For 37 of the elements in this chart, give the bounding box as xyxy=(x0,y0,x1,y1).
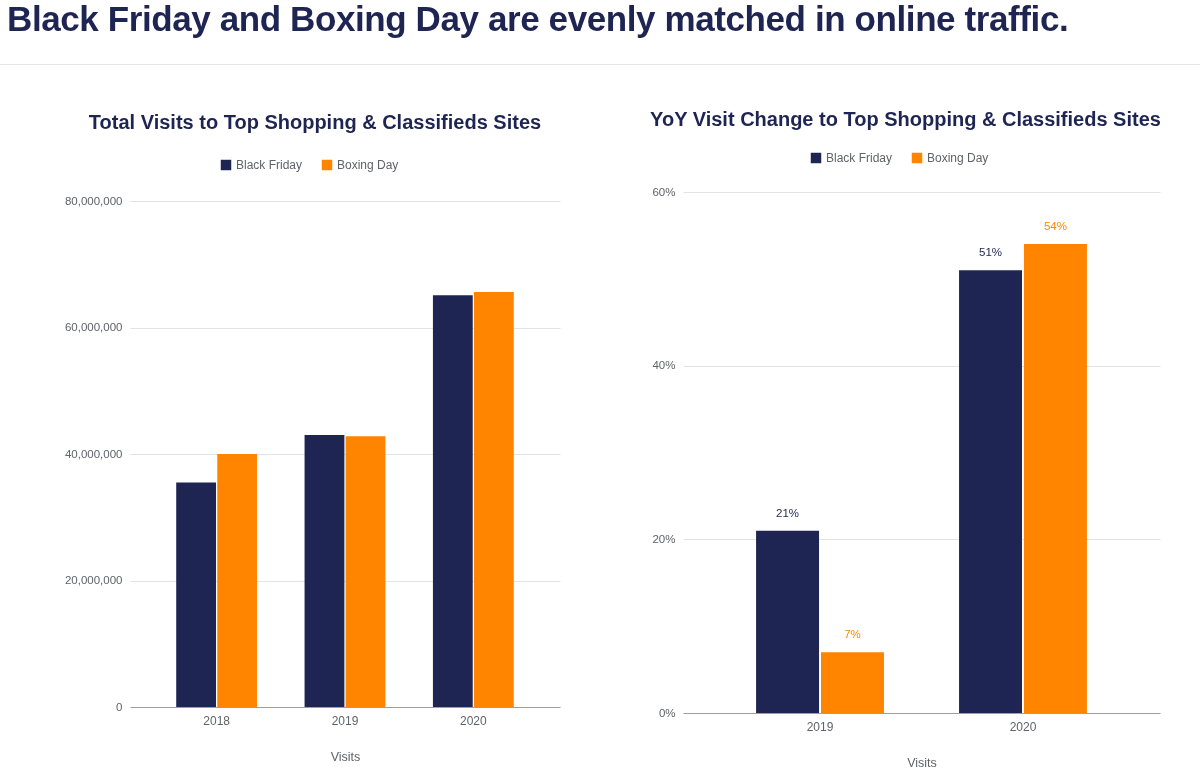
legend-label: Boxing Day xyxy=(337,158,399,172)
x-axis-title: Visits xyxy=(330,749,361,764)
y-tick-label: 60% xyxy=(652,185,676,198)
y-tick-label: 20% xyxy=(652,532,676,545)
bar xyxy=(473,292,514,707)
y-tick-label: 40,000,000 xyxy=(64,447,123,460)
y-tick-label: 40% xyxy=(652,359,676,372)
x-tick-label: 2020 xyxy=(1009,719,1037,734)
x-axis-title: Visits xyxy=(907,755,937,770)
data-label: 54% xyxy=(1043,220,1067,233)
bar xyxy=(756,530,820,713)
bar xyxy=(1023,244,1087,713)
bar xyxy=(432,295,473,707)
x-tick-label: 2020 xyxy=(460,713,488,728)
data-label: 21% xyxy=(776,506,800,519)
y-tick-label: 20,000,000 xyxy=(64,574,123,586)
bar xyxy=(959,270,1023,713)
chart-title: YoY Visit Change to Top Shopping & Classifieds Sites xyxy=(650,108,1161,130)
x-tick-label: 2019 xyxy=(331,713,359,728)
y-tick-label: 0 xyxy=(116,700,123,713)
y-tick-label: 60,000,000 xyxy=(64,321,123,333)
x-tick-label: 2018 xyxy=(203,713,231,728)
y-tick-label: 80,000,000 xyxy=(64,194,123,207)
legend-label: Boxing Day xyxy=(927,151,989,165)
data-label: 7% xyxy=(844,628,861,641)
chart-title: Total Visits to Top Shopping & Classifieds Sites xyxy=(88,111,542,133)
bar xyxy=(820,652,884,713)
bar xyxy=(176,482,217,707)
bar xyxy=(217,454,258,707)
bar xyxy=(345,436,386,707)
text: Black Friday and Boxing Day are evenly matched in online traffic. xyxy=(7,0,1069,40)
legend-label: Black Friday xyxy=(826,151,893,165)
bar xyxy=(304,435,345,707)
x-tick-label: 2019 xyxy=(806,719,834,734)
y-tick-label: 0% xyxy=(658,706,676,719)
data-label: 51% xyxy=(979,246,1003,259)
legend-label: Black Friday xyxy=(236,158,303,172)
